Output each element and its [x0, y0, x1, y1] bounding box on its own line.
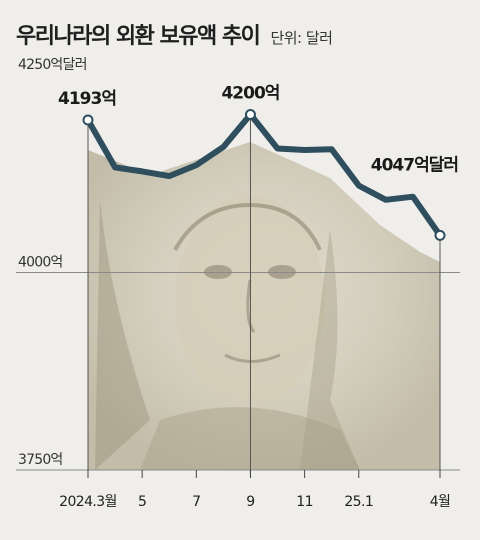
data-labels: 4193억 4200억 4047억달러 — [58, 84, 459, 176]
data-point-marker — [434, 229, 446, 241]
data-point-marker — [244, 109, 256, 120]
data-point-marker — [82, 114, 94, 126]
x-tick-label: 25.1 — [344, 494, 373, 510]
grid-lines — [16, 114, 460, 478]
x-tick-label: 4월 — [430, 494, 451, 510]
x-tick-label: 2024.3월 — [59, 494, 117, 510]
series-line — [85, 111, 443, 239]
data-markers — [82, 109, 446, 241]
chart-title: 우리나라의 외환 보유액 추이 — [16, 24, 261, 49]
banknote-portrait-image — [88, 142, 440, 470]
x-tick-label: 7 — [192, 494, 200, 510]
y-tick-label: 4250억달러 — [18, 57, 87, 73]
data-label: 4200억 — [221, 84, 279, 104]
y-tick-label: 4000억 — [18, 255, 63, 271]
x-tick-label: 11 — [296, 494, 313, 510]
data-label: 4047억달러 — [371, 154, 458, 175]
unit-label: 단위: 달러 — [270, 29, 333, 47]
data-label: 4193억 — [58, 89, 116, 109]
y-tick-label: 3750억 — [18, 452, 63, 468]
x-tick-label: 9 — [246, 494, 254, 510]
axis-ticks: 4250억달러 4000억 3750억 2024.3월 5 7 9 11 25.1 4월 — [18, 57, 451, 510]
title-row: 우리나라의 외환 보유액 추이 단위: 달러 — [16, 18, 333, 50]
x-tick-label: 5 — [138, 494, 146, 510]
